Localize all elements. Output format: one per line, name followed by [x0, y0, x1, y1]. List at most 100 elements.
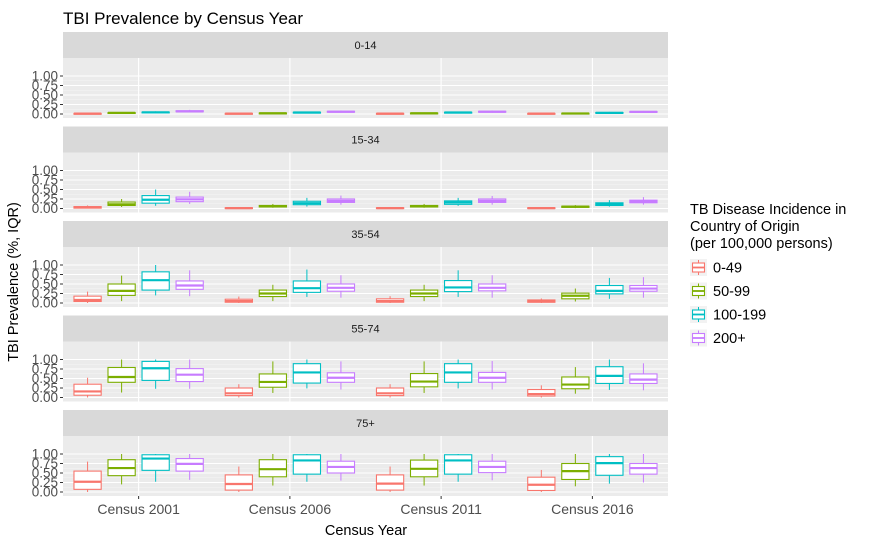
- box-50-99: [258, 203, 288, 208]
- facet-panel: 0-14 0.000.250.500.751.00: [32, 32, 668, 122]
- box-100-199: [595, 359, 624, 390]
- box-100-199: [141, 359, 170, 389]
- box-100-199: [443, 270, 473, 297]
- box-200+: [326, 275, 356, 298]
- box-50-99: [409, 284, 439, 302]
- y-tick-label: 0.25: [32, 97, 58, 112]
- box-200+: [175, 191, 204, 204]
- legend: TB Disease Incidence in Country of Origi…: [690, 202, 846, 347]
- panel-background: [63, 58, 668, 118]
- legend-label: 0-49: [713, 261, 742, 277]
- legend-label: 200+: [713, 331, 746, 347]
- y-tick-label: 0.00: [32, 201, 58, 216]
- box-200+: [629, 197, 658, 205]
- box-50-99: [561, 112, 590, 115]
- box-body: [595, 284, 624, 295]
- legend-title: TB Disease Incidence in: [690, 202, 846, 218]
- box-100-199: [292, 197, 322, 207]
- box-50-99: [561, 367, 590, 394]
- box-body: [224, 474, 253, 491]
- y-tick-label: 1.00: [32, 352, 58, 367]
- box-body: [141, 360, 170, 381]
- box-100-199: [595, 277, 624, 299]
- chart-title: TBI Prevalence by Census Year: [63, 9, 303, 28]
- facet-panel: 75+ 0.000.250.500.751.00: [32, 410, 668, 500]
- box-200+: [326, 110, 356, 113]
- y-tick-label: 0.25: [32, 475, 58, 490]
- box-0-49: [375, 384, 405, 398]
- x-axis: Census 2001 Census 2006 Census 2011 Census …: [97, 496, 634, 517]
- box-50-99: [107, 454, 136, 485]
- box-0-49: [527, 298, 556, 303]
- box-200+: [478, 275, 507, 298]
- box-0-49: [527, 207, 556, 210]
- y-tick-label: 0.00: [32, 390, 58, 405]
- y-tick-label: 0.00: [32, 107, 58, 122]
- facet-label: 55-74: [351, 324, 379, 336]
- x-axis-title: Census Year: [325, 523, 407, 539]
- box-50-99: [107, 359, 136, 393]
- box-50-99: [107, 199, 136, 207]
- box-100-199: [443, 454, 473, 482]
- box-50-99: [258, 454, 288, 486]
- y-axis-title: TBI Prevalence (%, IQR): [6, 202, 22, 362]
- y-tick-label: 0.75: [32, 362, 58, 377]
- box-0-49: [375, 466, 405, 492]
- box-50-99: [258, 112, 288, 115]
- box-100-199: [141, 111, 170, 114]
- box-200+: [478, 361, 507, 390]
- box-body: [73, 295, 102, 303]
- box-200+: [175, 109, 204, 113]
- box-50-99: [561, 288, 590, 302]
- y-tick-label: 0.50: [32, 371, 58, 386]
- y-tick-label: 0.25: [32, 286, 58, 301]
- box-body: [527, 388, 556, 397]
- y-tick-label: 0.75: [32, 267, 58, 282]
- box-200+: [175, 270, 204, 297]
- facet-strip: [63, 315, 668, 342]
- legend-title: (per 100,000 persons): [690, 236, 833, 252]
- box-50-99: [107, 275, 136, 302]
- x-tick-label: Census 2001: [97, 501, 180, 517]
- box-0-49: [527, 469, 556, 492]
- box-200+: [629, 363, 658, 391]
- box-50-99: [561, 454, 590, 487]
- y-tick-label: 0.50: [32, 182, 58, 197]
- box-body: [292, 454, 322, 475]
- legend-key-0-49: [690, 259, 707, 276]
- facet-strip: [63, 32, 668, 58]
- box-100-199: [292, 269, 322, 297]
- box-100-199: [141, 265, 170, 296]
- legend-title: Country of Origin: [690, 219, 800, 235]
- facet-label: 75+: [356, 418, 375, 430]
- facet-label: 35-54: [351, 229, 379, 241]
- box-100-199: [292, 454, 322, 482]
- box-100-199: [141, 454, 170, 482]
- facet-panels: 0-140.000.250.500.751.0015-340.000.250.5…: [32, 32, 668, 500]
- box-50-99: [258, 361, 288, 393]
- box-0-49: [73, 461, 102, 492]
- x-tick-label: Census 2016: [551, 501, 634, 517]
- x-tick-label: Census 2006: [249, 501, 332, 517]
- facet-panel: 35-54 0.000.250.500.751.00: [32, 221, 668, 311]
- box-0-49: [73, 377, 102, 398]
- box-body: [292, 280, 322, 293]
- legend-label: 100-199: [713, 308, 766, 324]
- y-tick-label: 1.00: [32, 258, 58, 273]
- facet-label: 0-14: [354, 40, 376, 52]
- box-body: [561, 376, 590, 390]
- box-0-49: [224, 206, 253, 210]
- box-body: [73, 383, 102, 396]
- legend-label: 50-99: [713, 284, 750, 300]
- box-0-49: [73, 205, 102, 209]
- box-body: [443, 280, 473, 293]
- y-tick-label: 0.75: [32, 173, 58, 188]
- box-200+: [629, 110, 658, 114]
- facet-label: 15-34: [351, 135, 379, 147]
- box-body: [443, 454, 473, 475]
- box-50-99: [561, 205, 590, 209]
- y-tick-label: 1.00: [32, 447, 58, 462]
- y-tick-label: 0.50: [32, 88, 58, 103]
- box-body: [258, 373, 288, 388]
